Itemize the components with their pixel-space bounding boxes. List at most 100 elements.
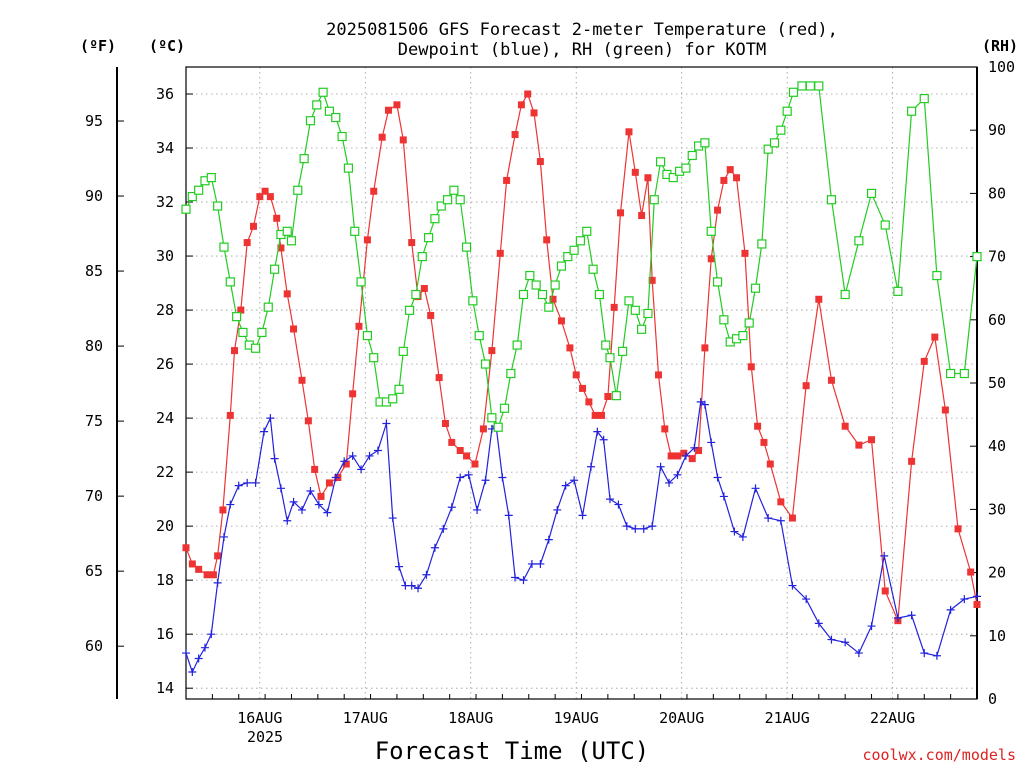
data-point xyxy=(331,112,341,123)
data-point xyxy=(388,514,397,523)
data-point xyxy=(442,195,453,205)
rh-tick-label: 30 xyxy=(988,500,1006,518)
data-point xyxy=(544,302,554,312)
data-point xyxy=(414,584,423,593)
data-point xyxy=(463,452,471,460)
series-rh xyxy=(181,81,982,432)
data-point xyxy=(518,289,529,300)
data-point xyxy=(954,525,962,533)
data-point xyxy=(776,516,785,525)
data-point xyxy=(805,81,815,91)
data-point xyxy=(893,613,902,622)
data-point xyxy=(769,138,780,148)
fahrenheit-tick-label: 65 xyxy=(85,562,103,580)
x-tick-label: 17AUG xyxy=(343,709,388,727)
data-point xyxy=(355,322,363,330)
data-point xyxy=(504,511,513,520)
data-point xyxy=(631,168,639,176)
data-point xyxy=(503,176,511,184)
data-point xyxy=(932,651,941,660)
data-point xyxy=(907,611,916,620)
data-point xyxy=(213,201,223,211)
data-point xyxy=(304,417,312,425)
rh-tick-label: 10 xyxy=(988,627,1006,645)
data-point xyxy=(430,214,440,224)
data-point xyxy=(593,427,602,436)
grid-lines xyxy=(186,67,977,699)
fahrenheit-tick-label: 85 xyxy=(85,262,103,280)
data-point xyxy=(498,473,507,482)
data-point xyxy=(700,138,710,148)
data-point xyxy=(797,81,807,91)
data-point xyxy=(941,406,949,414)
data-point xyxy=(273,214,281,222)
data-point xyxy=(263,302,273,312)
data-point xyxy=(266,414,275,423)
data-point xyxy=(757,239,767,249)
data-point xyxy=(343,163,354,173)
data-point xyxy=(741,249,749,257)
data-point xyxy=(920,649,929,658)
data-point xyxy=(417,252,427,262)
x-tick-label: 18AUG xyxy=(448,709,493,727)
data-point xyxy=(181,204,191,214)
data-point xyxy=(531,280,541,290)
data-point xyxy=(393,101,401,109)
data-point xyxy=(680,449,688,457)
data-point xyxy=(655,157,666,167)
data-point xyxy=(527,559,536,568)
data-point xyxy=(435,374,443,382)
data-point xyxy=(461,242,472,252)
data-point xyxy=(473,505,482,514)
data-point xyxy=(282,226,292,236)
data-point xyxy=(907,106,917,116)
data-point xyxy=(881,587,889,595)
axes: 14 16 18 20 22 24 26 28 30 32 34 36 60 65 70 75 80 85 90 95… xyxy=(85,58,1015,727)
data-point xyxy=(256,193,264,201)
data-point xyxy=(586,462,595,471)
celsius-tick-label: 24 xyxy=(156,409,174,427)
data-point xyxy=(487,413,497,423)
data-point xyxy=(512,340,522,350)
data-point xyxy=(826,195,837,205)
data-point xyxy=(323,508,332,517)
celsius-tick-label: 18 xyxy=(156,571,174,589)
data-point xyxy=(194,654,203,663)
data-point xyxy=(427,311,435,319)
data-point xyxy=(712,277,723,287)
data-point xyxy=(298,505,307,514)
data-point xyxy=(556,261,567,271)
data-point xyxy=(696,397,705,406)
data-point xyxy=(289,497,298,506)
data-point xyxy=(363,236,371,244)
series-dewpoint xyxy=(182,397,981,676)
data-point xyxy=(760,438,768,446)
data-point xyxy=(719,315,729,325)
data-point xyxy=(946,368,956,379)
chart-subtitle: Dewpoint (blue), RH (green) for KOTM xyxy=(398,40,766,60)
data-point xyxy=(283,290,291,298)
data-point xyxy=(394,384,404,394)
data-point xyxy=(511,131,519,139)
data-point xyxy=(656,462,665,471)
data-point xyxy=(203,571,211,579)
data-point xyxy=(599,435,608,444)
data-point xyxy=(720,176,728,184)
data-point xyxy=(350,226,360,236)
data-point xyxy=(931,333,939,341)
data-point xyxy=(325,479,333,487)
celsius-tick-label: 32 xyxy=(156,193,174,211)
data-point xyxy=(340,457,349,466)
data-point xyxy=(827,635,836,644)
data-point xyxy=(219,242,229,252)
data-point xyxy=(707,438,716,447)
data-point xyxy=(536,158,544,166)
data-point xyxy=(557,317,565,325)
data-point xyxy=(225,277,235,287)
data-point xyxy=(561,481,570,490)
data-point xyxy=(549,295,557,303)
data-point xyxy=(468,296,478,306)
fahrenheit-unit-label: (ºF) xyxy=(80,37,116,55)
rh-tick-label: 0 xyxy=(988,690,997,708)
data-point xyxy=(536,559,545,568)
